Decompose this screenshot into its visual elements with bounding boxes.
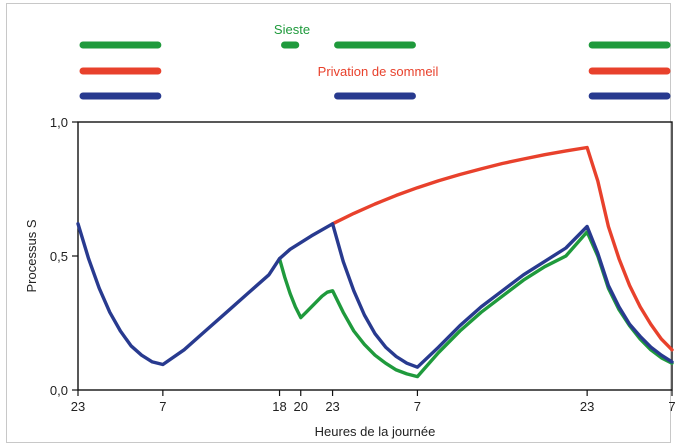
x-tick-label: 20 — [294, 399, 308, 414]
annotation-privation: Privation de sommeil — [318, 64, 439, 79]
axis-ticks: 23 7 18 20 23 7 23 7 0,0 0,5 1,0 — [50, 115, 676, 414]
y-axis-label: Processus S — [24, 219, 39, 292]
y-tick-label: 0,5 — [50, 249, 68, 264]
x-tick-label: 7 — [668, 399, 675, 414]
x-tick-label: 7 — [159, 399, 166, 414]
chart-frame — [6, 3, 671, 443]
series-line-red — [330, 145, 674, 352]
series-line-blue — [76, 222, 674, 369]
series-lines — [76, 145, 674, 379]
x-tick-label: 23 — [580, 399, 594, 414]
plot-area — [77, 121, 673, 391]
x-tick-label: 7 — [414, 399, 421, 414]
x-tick-label: 23 — [325, 399, 339, 414]
series-line-green — [277, 230, 674, 379]
x-tick-label: 23 — [71, 399, 85, 414]
annotation-sieste: Sieste — [274, 22, 310, 37]
x-axis-label: Heures de la journée — [315, 424, 436, 439]
sleep-bars — [79, 41, 671, 100]
y-tick-label: 1,0 — [50, 115, 68, 130]
x-tick-label: 18 — [272, 399, 286, 414]
y-tick-label: 0,0 — [50, 383, 68, 398]
